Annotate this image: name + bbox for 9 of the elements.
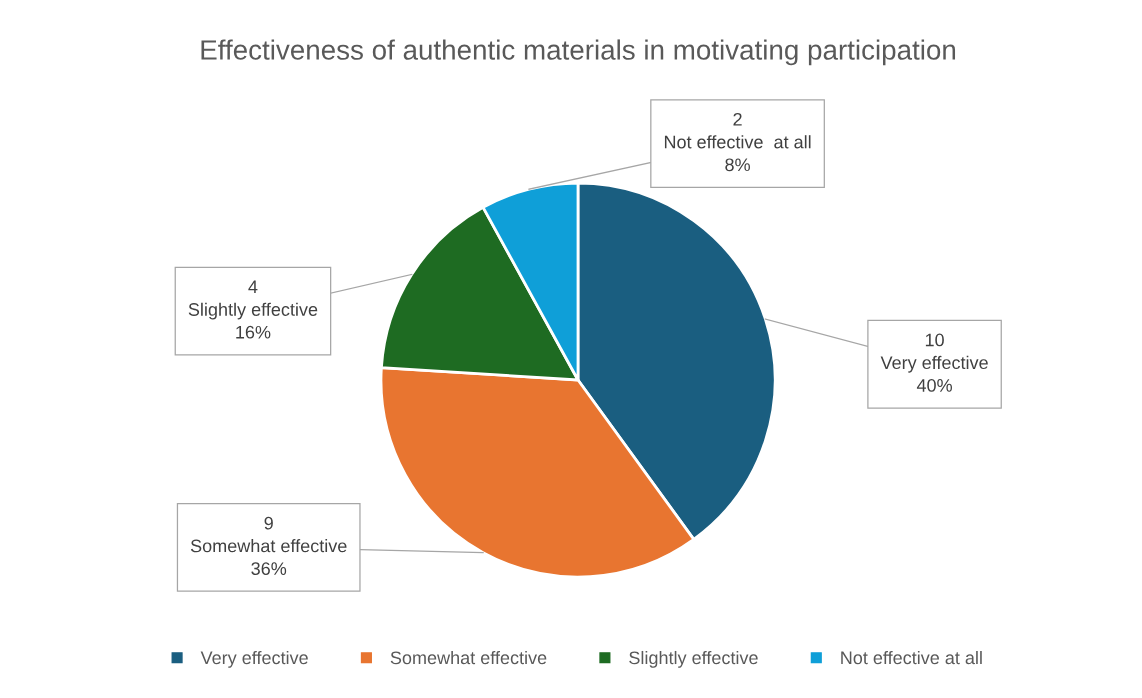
legend-label: Not effective at all (841, 650, 982, 665)
data-label: 10 Very effective 40% (880, 333, 988, 392)
data-label: 9 Somewhat effective 36% (190, 516, 347, 576)
legend-label: Very effective (200, 650, 308, 668)
data-label: 2 Not effective at all 8% (664, 112, 811, 172)
data-label: 4 Slightly effective 16% (188, 280, 318, 339)
legend-label: Slightly effective (629, 650, 758, 668)
legend-label: Somewhat effective (390, 650, 547, 665)
chart-title: Effectiveness of authentic materials in motivating participation (201, 39, 956, 66)
